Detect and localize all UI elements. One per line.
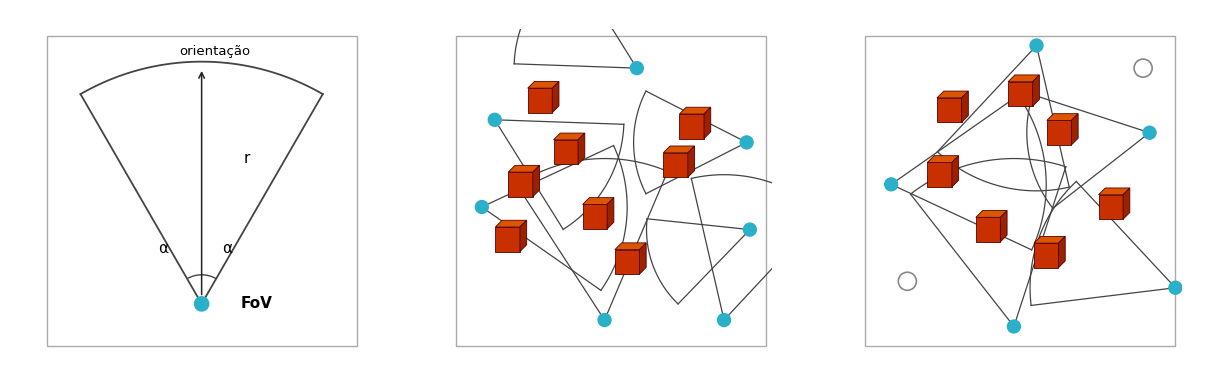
Polygon shape (533, 166, 540, 197)
Polygon shape (639, 243, 646, 274)
Polygon shape (1047, 120, 1072, 145)
Polygon shape (607, 198, 613, 229)
Polygon shape (1001, 211, 1007, 242)
Polygon shape (664, 153, 688, 177)
Polygon shape (554, 140, 578, 164)
Polygon shape (1099, 195, 1123, 219)
Polygon shape (519, 220, 527, 251)
Circle shape (1169, 281, 1182, 294)
Polygon shape (552, 81, 558, 113)
Circle shape (1134, 59, 1152, 77)
Polygon shape (583, 198, 613, 204)
Circle shape (1143, 126, 1156, 139)
Polygon shape (578, 133, 585, 164)
Polygon shape (1058, 236, 1066, 268)
Polygon shape (704, 107, 711, 138)
Text: orientação: orientação (178, 46, 251, 58)
Circle shape (489, 113, 501, 126)
Polygon shape (937, 98, 962, 122)
Polygon shape (615, 250, 639, 274)
Polygon shape (962, 91, 968, 122)
Circle shape (717, 313, 731, 327)
Circle shape (898, 272, 916, 290)
Polygon shape (554, 133, 585, 140)
Polygon shape (1123, 188, 1130, 219)
Circle shape (194, 297, 209, 311)
Polygon shape (495, 220, 527, 227)
Circle shape (741, 136, 753, 149)
Polygon shape (1034, 236, 1066, 243)
Circle shape (885, 178, 898, 191)
Circle shape (1007, 320, 1020, 333)
Circle shape (1030, 39, 1044, 52)
Polygon shape (976, 217, 1001, 242)
Text: FoV: FoV (241, 297, 273, 311)
Circle shape (743, 223, 756, 236)
Polygon shape (1033, 75, 1040, 106)
Polygon shape (688, 146, 694, 177)
Polygon shape (528, 88, 552, 113)
Polygon shape (937, 91, 968, 98)
Polygon shape (615, 243, 646, 250)
Polygon shape (1099, 188, 1130, 195)
Polygon shape (508, 166, 540, 172)
Polygon shape (508, 172, 533, 197)
Polygon shape (1008, 82, 1033, 106)
Polygon shape (1008, 75, 1040, 82)
Polygon shape (927, 163, 952, 187)
Polygon shape (1034, 243, 1058, 268)
Polygon shape (664, 146, 694, 153)
Circle shape (475, 200, 489, 214)
Circle shape (598, 313, 611, 327)
Text: r: r (243, 151, 251, 166)
Polygon shape (495, 227, 519, 251)
Polygon shape (679, 114, 704, 138)
Text: α: α (158, 241, 167, 257)
Polygon shape (976, 211, 1007, 217)
Polygon shape (679, 107, 711, 114)
Polygon shape (1072, 114, 1078, 145)
Polygon shape (528, 81, 558, 88)
Polygon shape (1047, 114, 1078, 120)
Circle shape (631, 62, 643, 75)
Polygon shape (952, 156, 958, 187)
Text: α: α (222, 241, 232, 257)
Polygon shape (583, 204, 607, 229)
Polygon shape (927, 156, 958, 163)
